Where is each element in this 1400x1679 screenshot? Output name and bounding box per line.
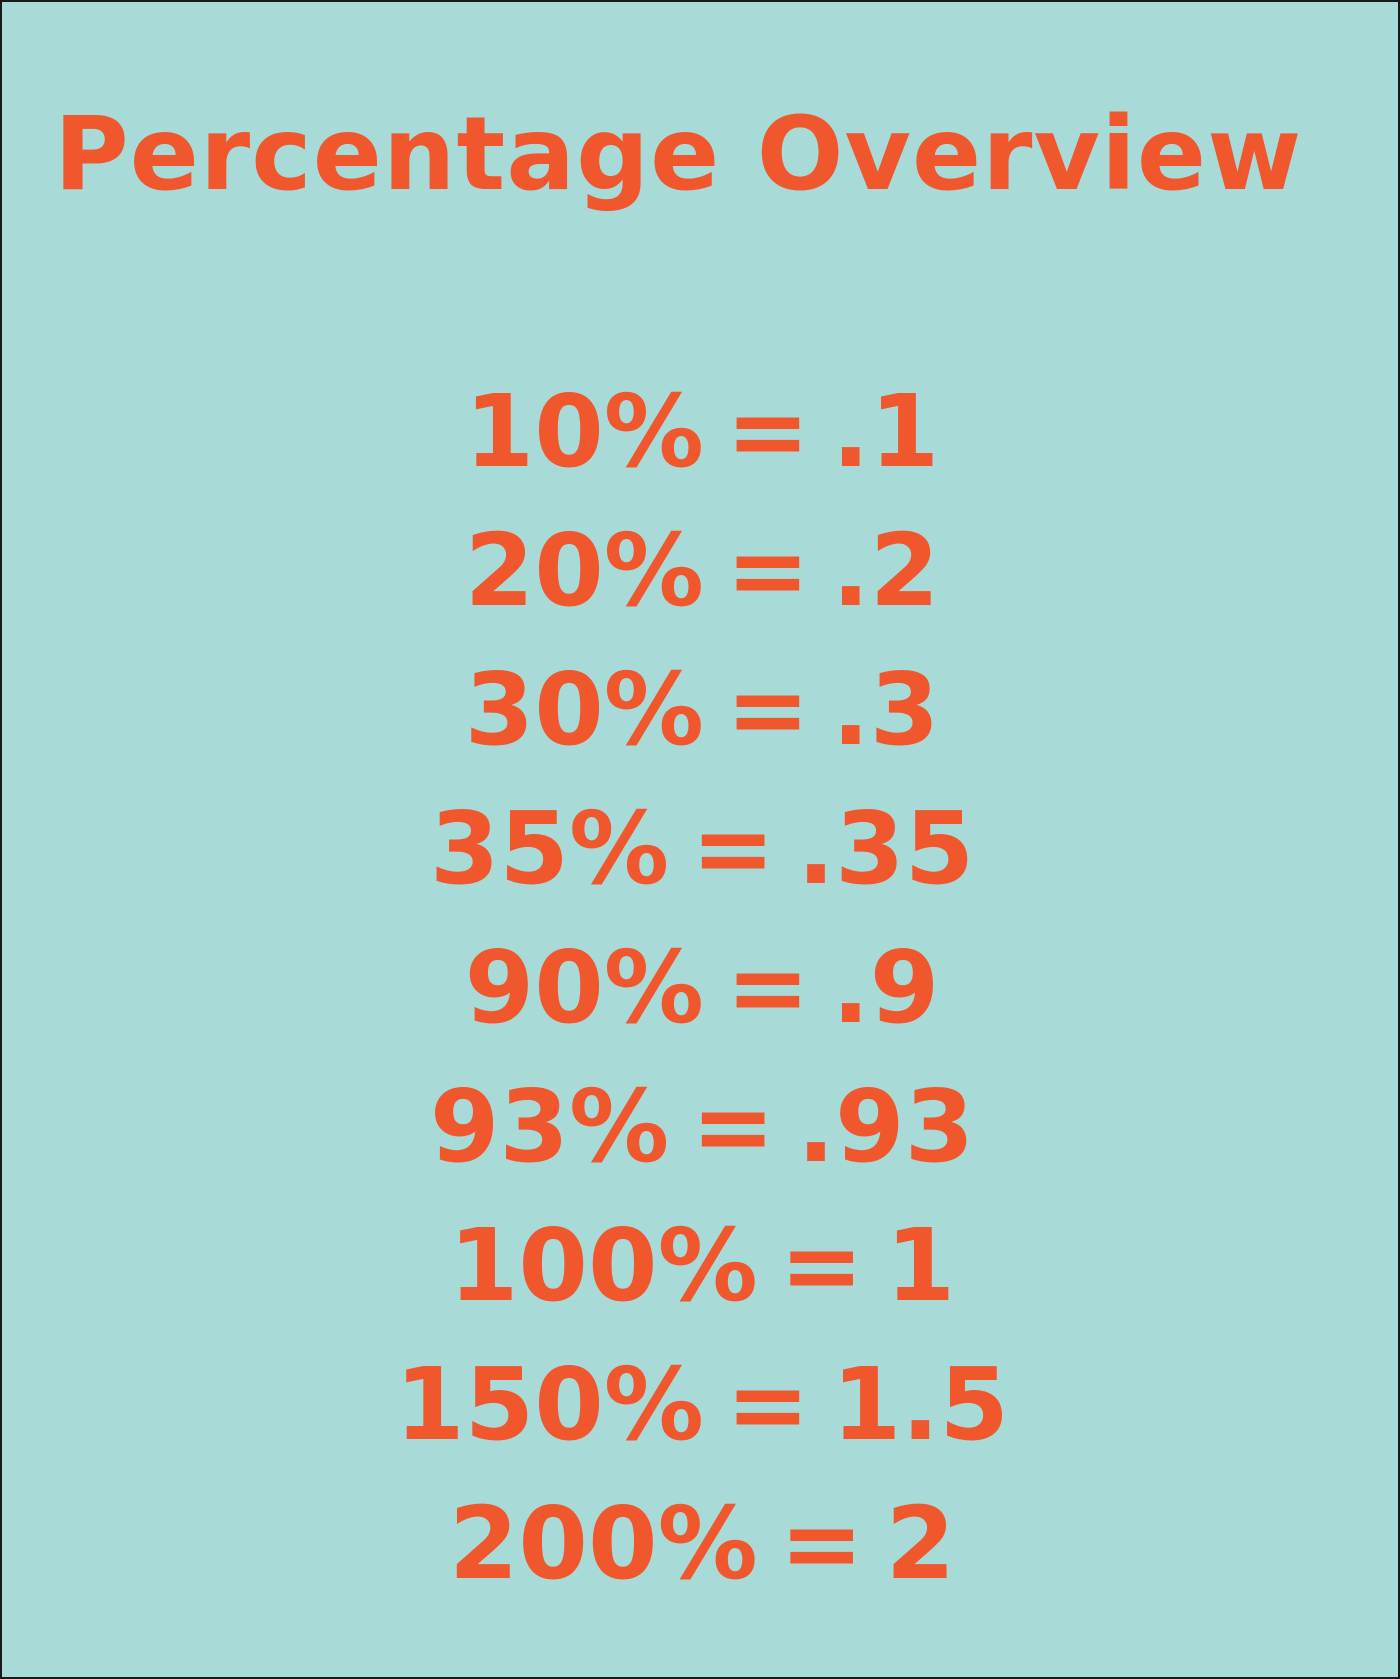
decimal-value: .9 <box>831 928 940 1046</box>
equals-sign: = <box>725 650 810 768</box>
decimal-value: .93 <box>797 1067 975 1185</box>
decimal-value: .2 <box>831 511 940 629</box>
percent-value: 35% <box>429 789 670 907</box>
decimal-value: .35 <box>797 789 975 907</box>
percent-value: 10% <box>464 372 704 490</box>
equals-sign: = <box>779 1484 864 1602</box>
percent-value: 20% <box>464 511 704 629</box>
equals-sign: = <box>779 1206 864 1324</box>
percent-value: 93% <box>429 1067 670 1185</box>
conversion-row: 20% = .2 <box>2 501 1398 640</box>
percent-value: 150% <box>395 1345 704 1463</box>
equals-sign: = <box>691 1067 775 1185</box>
conversion-row: 100% = 1 <box>2 1196 1398 1335</box>
equals-sign: = <box>725 372 810 490</box>
equals-sign: = <box>691 789 775 907</box>
conversion-list: 10% = .1 20% = .2 30% = .3 35% = .35 90%… <box>2 362 1398 1613</box>
equals-sign: = <box>725 1345 810 1463</box>
conversion-row: 35% = .35 <box>2 779 1398 918</box>
conversion-row: 10% = .1 <box>2 362 1398 501</box>
page-title: Percentage Overview <box>54 95 1303 214</box>
equals-sign: = <box>725 928 810 1046</box>
conversion-row: 150% = 1.5 <box>2 1335 1398 1474</box>
percent-value: 100% <box>448 1206 758 1324</box>
decimal-value: .3 <box>831 650 940 768</box>
decimal-value: 2 <box>885 1484 956 1602</box>
equals-sign: = <box>725 511 810 629</box>
conversion-row: 30% = .3 <box>2 640 1398 779</box>
decimal-value: 1 <box>885 1206 956 1324</box>
conversion-row: 93% = .93 <box>2 1057 1398 1196</box>
conversion-row: 200% = 2 <box>2 1474 1398 1613</box>
decimal-value: 1.5 <box>831 1345 1009 1463</box>
percent-value: 200% <box>448 1484 758 1602</box>
percent-value: 90% <box>464 928 704 1046</box>
decimal-value: .1 <box>831 372 940 490</box>
percent-value: 30% <box>464 650 704 768</box>
conversion-row: 90% = .9 <box>2 918 1398 1057</box>
